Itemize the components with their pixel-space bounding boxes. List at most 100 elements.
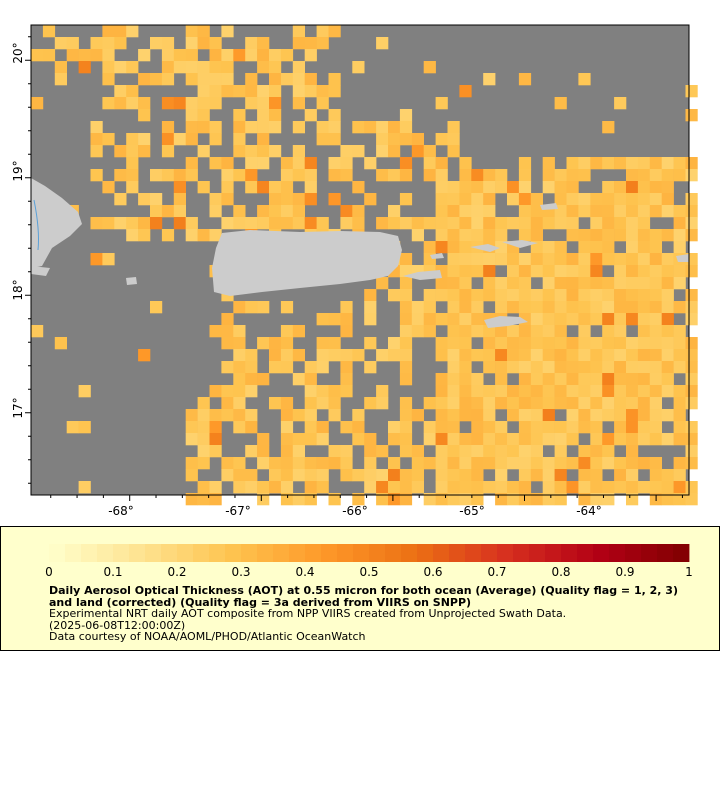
aot-cell xyxy=(542,361,555,374)
aot-cell xyxy=(364,457,377,470)
aot-cell xyxy=(197,121,210,134)
aot-cell xyxy=(530,193,543,206)
aot-cell xyxy=(399,337,413,350)
aot-cell xyxy=(114,97,127,110)
aot-cell xyxy=(495,337,508,350)
aot-cell xyxy=(399,109,413,122)
aot-cell xyxy=(495,469,508,482)
aot-cell xyxy=(197,145,210,158)
aot-cell xyxy=(530,253,543,266)
aot-cell xyxy=(578,457,591,470)
aot-cell xyxy=(126,169,139,182)
aot-cell xyxy=(185,157,198,170)
aot-cell xyxy=(197,229,210,242)
colorbar-swatch xyxy=(625,544,642,562)
aot-cell xyxy=(495,217,508,230)
aot-cell xyxy=(114,217,127,230)
aot-cell xyxy=(197,109,210,122)
aot-cell xyxy=(435,433,448,446)
aot-cell xyxy=(483,193,496,206)
aot-cell xyxy=(614,313,627,326)
lon-tick-label: -64° xyxy=(576,504,602,518)
aot-cell xyxy=(399,421,413,434)
aot-cell xyxy=(221,469,234,482)
aot-cell xyxy=(221,49,234,62)
aot-cell xyxy=(578,301,591,314)
aot-cell xyxy=(471,469,484,482)
colorbar-swatch xyxy=(673,544,690,562)
aot-cell xyxy=(102,133,115,146)
aot-cell xyxy=(471,457,484,470)
aot-cell xyxy=(376,445,389,458)
aot-cell xyxy=(340,457,353,470)
aot-cell xyxy=(257,133,270,146)
aot-cell xyxy=(602,205,615,218)
colorbar-swatch xyxy=(273,544,290,562)
aot-cell xyxy=(292,37,305,50)
aot-cell xyxy=(411,481,424,494)
aot-cell xyxy=(590,193,603,206)
aot-cell xyxy=(626,301,639,314)
aot-cell xyxy=(590,337,603,350)
aot-cell xyxy=(614,253,627,266)
aot-cell xyxy=(447,205,460,218)
aot-cell xyxy=(447,325,460,338)
aot-cell xyxy=(518,361,532,374)
aot-cell xyxy=(459,433,472,446)
aot-cell xyxy=(614,457,627,470)
aot-cell xyxy=(518,229,532,242)
aot-cell xyxy=(602,241,615,254)
aot-cell xyxy=(114,25,127,38)
aot-cell xyxy=(376,385,389,398)
aot-cell xyxy=(459,409,472,422)
aot-cell xyxy=(352,61,365,74)
aot-cell xyxy=(411,445,424,458)
aot-cell xyxy=(447,397,460,410)
aot-cell xyxy=(138,193,151,206)
aot-cell xyxy=(340,373,353,386)
aot-cell xyxy=(399,469,413,482)
aot-cell xyxy=(459,445,472,458)
aot-cell xyxy=(685,193,698,206)
aot-cell xyxy=(447,385,460,398)
aot-cell xyxy=(578,277,591,290)
aot-cell xyxy=(471,289,484,302)
aot-cell xyxy=(423,157,436,170)
aot-cell xyxy=(221,217,234,230)
aot-cell xyxy=(280,205,294,218)
aot-cell xyxy=(328,457,341,470)
aot-cell xyxy=(280,481,294,494)
aot-cell xyxy=(459,253,472,266)
aot-cell xyxy=(626,457,639,470)
aot-cell xyxy=(578,169,591,182)
aot-cell xyxy=(590,241,603,254)
aot-cell xyxy=(269,85,282,98)
aot-cell xyxy=(530,205,543,218)
aot-cell xyxy=(602,349,615,362)
colorbar-swatch xyxy=(209,544,226,562)
aot-cell xyxy=(316,481,329,494)
aot-cell xyxy=(471,385,484,398)
aot-cell xyxy=(483,277,496,290)
aot-cell xyxy=(459,229,472,242)
st-croix xyxy=(484,316,528,328)
aot-cell xyxy=(138,97,151,110)
aot-cell xyxy=(614,289,627,302)
aot-cell xyxy=(637,253,651,266)
aot-cell xyxy=(518,157,532,170)
aot-cell xyxy=(269,49,282,62)
colorbar-swatch xyxy=(289,544,306,562)
aot-cell xyxy=(173,193,186,206)
aot-cell xyxy=(376,349,389,362)
aot-cell xyxy=(257,37,270,50)
aot-cell xyxy=(423,301,436,314)
aot-cell xyxy=(459,457,472,470)
aot-cell xyxy=(435,385,448,398)
aot-cell xyxy=(459,301,472,314)
aot-cell xyxy=(435,421,448,434)
aot-cell xyxy=(197,73,210,86)
aot-cell xyxy=(31,97,44,110)
aot-cell xyxy=(685,109,698,122)
aot-cell xyxy=(388,121,401,134)
aot-cell xyxy=(614,325,627,338)
